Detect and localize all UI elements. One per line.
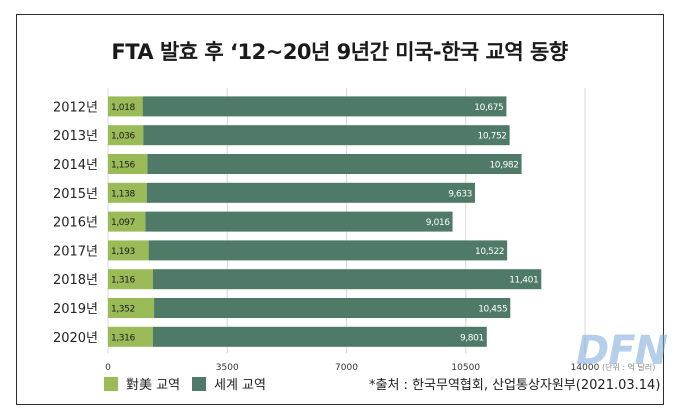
bar-korea-us [108,211,146,232]
bar-world [142,96,507,117]
x-tick-label: 3500 [216,363,239,373]
y-category-label: 2017년 [53,244,98,259]
x-tick-label: 10500 [451,363,480,373]
bar-world [146,182,475,203]
legend-world: 세계 교역 [192,374,266,393]
bar-world [152,269,542,290]
x-tick-label: 7000 [335,363,358,373]
y-category-label: 2013년 [53,129,98,144]
data-label-world: 10,675 [474,103,503,113]
unit-label: (단위 : 억 달러) [602,362,655,372]
y-category-label: 2015년 [53,187,98,202]
y-category-label: 2012년 [53,100,98,115]
data-label-korea-us: 1,156 [111,161,135,171]
y-category-label: 2016년 [53,216,98,231]
bar-world [145,211,453,232]
bar-korea-us [108,326,153,347]
legend-swatch-korea-us [104,376,118,391]
bar-world [152,326,487,347]
data-label-world: 10,522 [475,247,504,257]
legend-label-korea-us: 對美 교역 [126,378,181,393]
legend-label-world: 세계 교역 [214,378,266,393]
data-label-korea-us: 1,193 [111,247,135,257]
bar-korea-us [108,269,153,290]
bar-korea-us [108,240,149,261]
legend-korea-us: 對美 교역 [104,374,180,393]
data-label-korea-us: 1,352 [111,305,135,315]
data-label-korea-us: 1,316 [111,276,135,286]
data-label-world: 9,016 [426,218,450,228]
x-tick-label: 0 [105,363,111,373]
watermark-logo: DFN [576,328,668,374]
y-category-label: 2019년 [53,302,98,317]
bar-korea-us [108,96,143,117]
bar-korea-us [108,154,148,174]
data-label-korea-us: 1,018 [111,103,135,113]
data-label-world: 10,982 [489,161,518,171]
y-category-label: 2018년 [53,273,98,288]
legend-swatch-world [192,376,206,391]
data-label-world: 10,752 [478,132,507,142]
data-label-world: 10,455 [478,305,507,315]
bar-world [143,125,510,146]
x-tick-label: 14000 [571,363,600,373]
bar-korea-us [108,298,155,318]
data-label-korea-us: 1,138 [111,189,135,199]
data-label-world: 9,801 [460,333,484,343]
data-label-korea-us: 1,316 [111,333,135,343]
source-note: *출처 : 한국무역협회, 산업통상자원부(2021.03.14) [369,378,661,393]
data-label-korea-us: 1,036 [111,132,135,142]
y-category-label: 2014년 [53,158,98,173]
data-label-korea-us: 1,097 [111,218,135,228]
bar-korea-us [108,125,144,146]
bar-korea-us [108,182,147,203]
bar-world [148,240,508,261]
y-category-label: 2020년 [53,331,98,346]
bar-world [147,154,522,174]
data-label-world: 11,401 [509,276,538,286]
chart-title: FTA 발효 후 ‘12~20년 9년간 미국-한국 교역 동향 [111,40,568,64]
data-label-world: 9,633 [448,189,472,199]
bar-world [154,298,511,318]
